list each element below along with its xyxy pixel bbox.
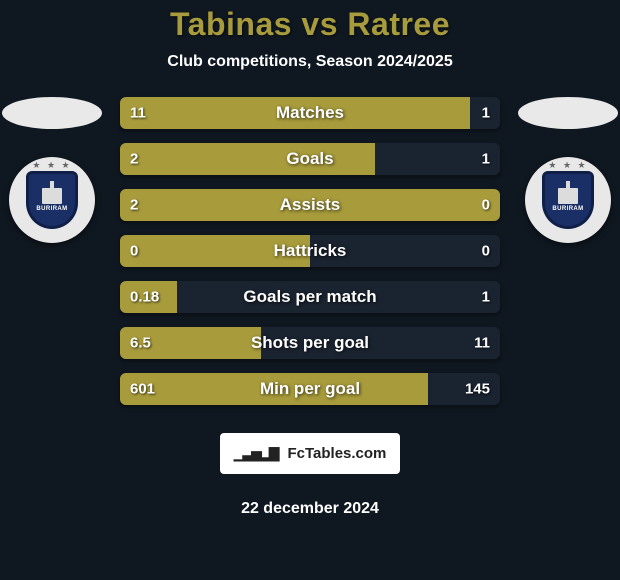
stat-label: Hattricks — [274, 241, 347, 261]
root: Tabinas vs Ratree Club competitions, Sea… — [0, 4, 620, 580]
stars-icon: ★ ★ ★ — [32, 160, 71, 171]
right-club-badge: ★ ★ ★ BURIRAM — [525, 157, 611, 243]
left-club-badge: ★ ★ ★ BURIRAM — [9, 157, 95, 243]
right-club-name: BURIRAM — [552, 206, 583, 212]
stat-value-right: 145 — [465, 381, 490, 398]
brand-chart-icon: ▁▃▅▂▇ — [234, 445, 278, 462]
left-ellipse — [2, 97, 102, 129]
left-club-name: BURIRAM — [36, 206, 67, 212]
stat-value-left: 2 — [130, 151, 138, 168]
stat-value-right: 0 — [482, 243, 490, 260]
stat-value-right: 11 — [474, 335, 490, 352]
page-title: Tabinas vs Ratree — [170, 6, 450, 43]
stat-value-right: 1 — [482, 289, 490, 306]
stat-value-right: 1 — [482, 105, 490, 122]
content-row: ★ ★ ★ BURIRAM Matches111Goals21Assists20… — [0, 97, 620, 405]
stat-value-left: 6.5 — [130, 335, 151, 352]
right-crest-icon: ★ ★ ★ BURIRAM — [542, 171, 594, 229]
stat-label: Assists — [280, 195, 340, 215]
stat-row: Goals per match 0.18 1 — [120, 281, 500, 313]
stat-value-left: 11 — [130, 105, 146, 122]
stat-value-right: 1 — [482, 151, 490, 168]
stat-row: Min per goal 601 145 — [120, 373, 500, 405]
subtitle: Club competitions, Season 2024/2025 — [167, 53, 452, 71]
stat-row: Goals 2 1 — [120, 143, 500, 175]
left-player-column: ★ ★ ★ BURIRAM — [2, 97, 102, 243]
right-ellipse — [518, 97, 618, 129]
stat-value-right: 0 — [482, 197, 490, 214]
stat-label: Shots per goal — [251, 333, 369, 353]
stat-label: Matches — [276, 103, 344, 123]
stat-row: Hattricks 0 0 — [120, 235, 500, 267]
stat-value-left: 0.18 — [130, 289, 159, 306]
stat-row: Assists 2 0 — [120, 189, 500, 221]
stat-label: Goals per match — [243, 287, 376, 307]
brand-box: ▁▃▅▂▇ FcTables.com — [220, 433, 400, 474]
bar-left-fill — [120, 143, 375, 175]
building-icon — [558, 188, 578, 204]
building-icon — [42, 188, 62, 204]
stat-row: Shots per goal 6.5 11 — [120, 327, 500, 359]
stat-label: Min per goal — [260, 379, 360, 399]
stat-row: Matches111 — [120, 97, 500, 129]
stat-label: Goals — [286, 149, 333, 169]
brand-text: FcTables.com — [287, 445, 386, 462]
stat-value-left: 601 — [130, 381, 155, 398]
stat-value-left: 0 — [130, 243, 138, 260]
stars-icon: ★ ★ ★ — [548, 160, 587, 171]
right-player-column: ★ ★ ★ BURIRAM — [518, 97, 618, 243]
left-crest-icon: ★ ★ ★ BURIRAM — [26, 171, 78, 229]
date-text: 22 december 2024 — [241, 500, 379, 518]
stats-bars: Matches111Goals21Assists20Hattricks00Goa… — [120, 97, 500, 405]
stat-value-left: 2 — [130, 197, 138, 214]
